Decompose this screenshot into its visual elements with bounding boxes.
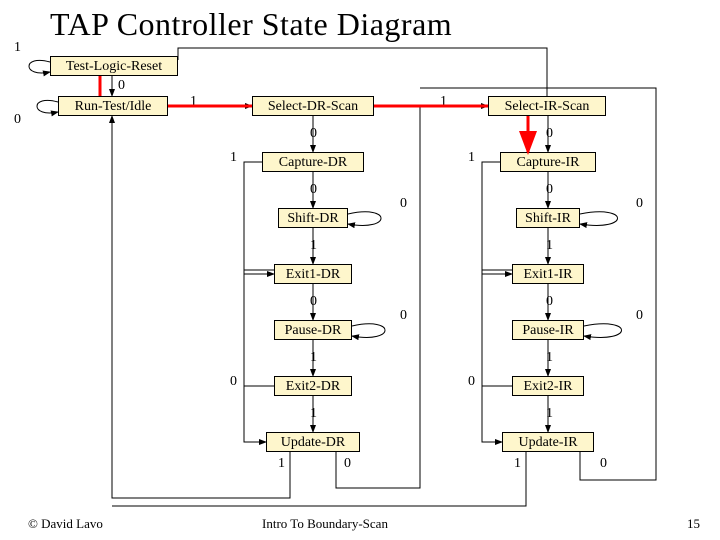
footer-page-number: 15 — [687, 516, 700, 532]
footer-copyright: © David Lavo — [28, 516, 103, 532]
state-capture-dr: Capture-DR — [262, 152, 364, 172]
label-pausedr-ex2: 1 — [310, 350, 317, 366]
label-shiftir-ex1: 1 — [546, 238, 553, 254]
state-capture-ir: Capture-IR — [500, 152, 596, 172]
label-capir-1: 1 — [468, 150, 475, 166]
state-update-ir: Update-IR — [502, 432, 594, 452]
label-seldr-cap: 0 — [310, 126, 317, 142]
state-exit2-ir: Exit2-IR — [512, 376, 584, 396]
footer-title: Intro To Boundary-Scan — [262, 516, 388, 532]
state-test-logic-reset: Test-Logic-Reset — [50, 56, 178, 76]
label-selir-cap: 0 — [546, 126, 553, 142]
label-pauseir-0: 0 — [636, 308, 643, 324]
label-capdr-shift: 0 — [310, 182, 317, 198]
label-updatedr-0: 0 — [344, 456, 351, 472]
state-select-dr-scan: Select-DR-Scan — [252, 96, 374, 116]
label-shiftir-0: 0 — [636, 196, 643, 212]
label-tlr-rti: 0 — [118, 78, 125, 94]
label-capir-shift: 0 — [546, 182, 553, 198]
state-pause-ir: Pause-IR — [512, 320, 584, 340]
label-ex2dr-0: 0 — [230, 374, 237, 390]
label-pauseir-ex2: 1 — [546, 350, 553, 366]
state-update-dr: Update-DR — [266, 432, 360, 452]
state-exit1-ir: Exit1-IR — [512, 264, 584, 284]
label-rti-seldr: 1 — [190, 94, 197, 110]
label-updatedr-1: 1 — [278, 456, 285, 472]
label-updateir-0: 0 — [600, 456, 607, 472]
state-shift-ir: Shift-IR — [516, 208, 580, 228]
state-run-test-idle: Run-Test/Idle — [58, 96, 168, 116]
label-pausedr-0: 0 — [400, 308, 407, 324]
label-rti-loop: 0 — [14, 112, 21, 128]
label-shiftdr-0: 0 — [400, 196, 407, 212]
label-ex2ir-update: 1 — [546, 406, 553, 422]
state-select-ir-scan: Select-IR-Scan — [488, 96, 606, 116]
label-capdr-1: 1 — [230, 150, 237, 166]
label-ex2dr-update: 1 — [310, 406, 317, 422]
state-pause-dr: Pause-DR — [274, 320, 352, 340]
diagram-title: TAP Controller State Diagram — [50, 6, 452, 43]
label-ex2ir-0: 0 — [468, 374, 475, 390]
label-seldr-selir: 1 — [440, 94, 447, 110]
label-tlr-loop: 1 — [14, 40, 21, 56]
state-exit1-dr: Exit1-DR — [274, 264, 352, 284]
label-shiftdr-ex1: 1 — [310, 238, 317, 254]
label-ex1ir-pause: 0 — [546, 294, 553, 310]
edges-layer — [0, 0, 720, 540]
label-ex1dr-pause: 0 — [310, 294, 317, 310]
state-exit2-dr: Exit2-DR — [274, 376, 352, 396]
label-updateir-1: 1 — [514, 456, 521, 472]
state-shift-dr: Shift-DR — [278, 208, 348, 228]
